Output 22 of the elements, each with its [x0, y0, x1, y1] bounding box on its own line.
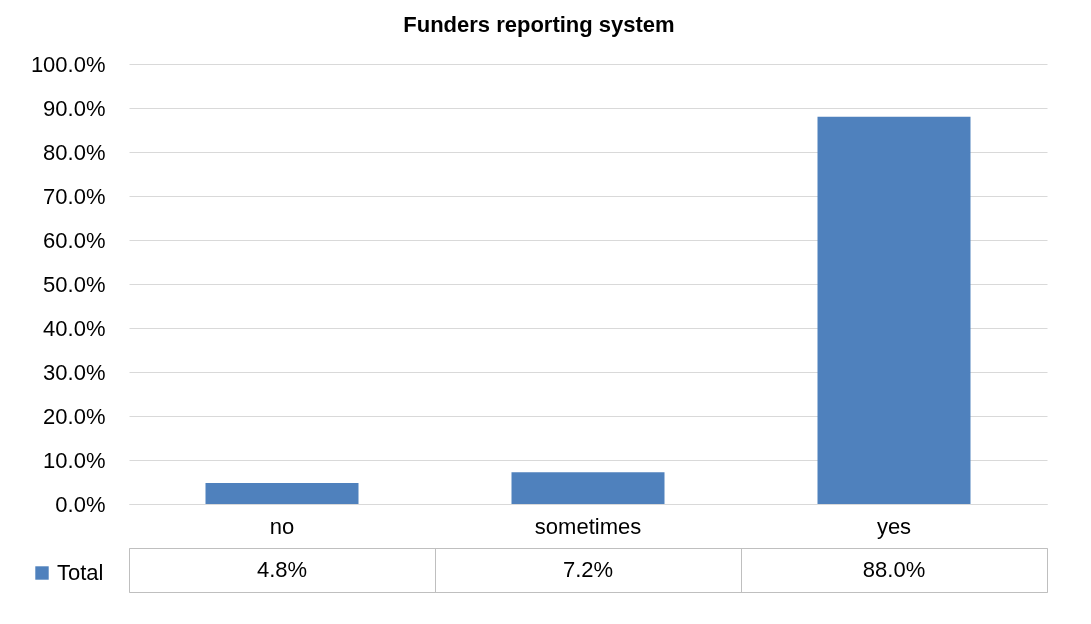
y-tick-label: 10.0% [43, 447, 106, 473]
y-tick-label: 30.0% [43, 359, 106, 385]
y-tick-label: 90.0% [43, 95, 106, 121]
chart-title: Funders reporting system [403, 12, 675, 37]
bar [817, 116, 971, 504]
data-label: 7.2% [562, 557, 614, 582]
x-tick-label: sometimes [534, 513, 642, 539]
y-tick-label: 20.0% [43, 403, 106, 429]
bar [511, 472, 665, 504]
x-tick-label: no [269, 513, 295, 539]
y-tick-label: 0.0% [55, 491, 106, 517]
y-tick-label: 60.0% [43, 227, 106, 253]
data-label: 4.8% [256, 557, 308, 582]
y-tick-label: 80.0% [43, 139, 106, 165]
data-label: 88.0% [862, 557, 926, 582]
bar [205, 482, 359, 504]
y-tick-label: 40.0% [43, 315, 106, 341]
y-tick-label: 100.0% [30, 51, 106, 77]
x-tick-label: yes [876, 513, 912, 539]
legend-label: Total [57, 560, 104, 585]
y-tick-label: 50.0% [43, 271, 106, 297]
y-tick-label: 70.0% [43, 183, 106, 209]
